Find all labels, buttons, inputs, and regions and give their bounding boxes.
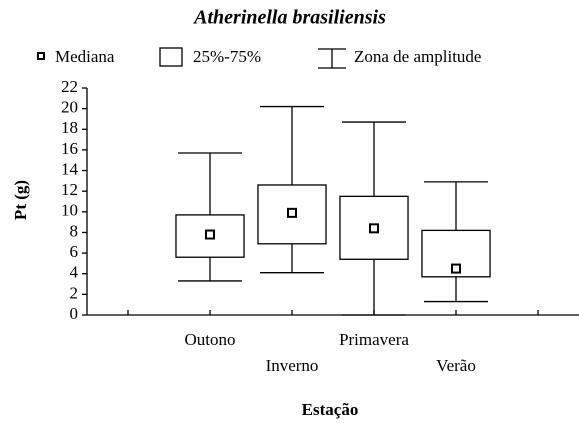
y-tick-label: 20: [61, 98, 78, 117]
y-tick-label: 14: [61, 159, 79, 178]
x-axis-label: Estação: [302, 400, 359, 419]
median-marker: [205, 229, 215, 240]
legend-median-icon: [37, 52, 45, 60]
y-tick-label: 0: [70, 304, 79, 323]
y-tick-label: 2: [70, 283, 79, 302]
y-tick-label: 6: [70, 242, 79, 261]
legend: Mediana 25%-75% Zona de amplitude: [37, 47, 481, 69]
y-tick-label: 22: [61, 77, 78, 96]
y-tick-label: 8: [70, 221, 79, 240]
x-tick-label: Inverno: [266, 356, 319, 375]
y-tick-label: 12: [61, 180, 78, 199]
chart-title: Atherinella brasiliensis: [192, 7, 386, 29]
x-tick-label: Outono: [185, 330, 236, 349]
legend-whisker-icon: [318, 48, 346, 69]
legend-label: Zona de amplitude: [354, 47, 481, 66]
x-tick-label: Verão: [436, 356, 476, 375]
median-marker: [287, 207, 297, 218]
y-tick-label: 18: [61, 118, 78, 137]
y-tick-label: 16: [61, 139, 78, 158]
legend-label: Mediana: [55, 47, 115, 66]
y-tick-label: 10: [61, 201, 78, 220]
median-marker: [451, 263, 461, 274]
legend-box-icon: [159, 47, 183, 67]
y-axis-label: Pt (g): [11, 180, 30, 220]
y-tick-label: 4: [70, 263, 79, 282]
median-marker: [369, 223, 379, 234]
legend-label: 25%-75%: [193, 47, 261, 66]
x-tick-label: Primavera: [339, 330, 409, 349]
